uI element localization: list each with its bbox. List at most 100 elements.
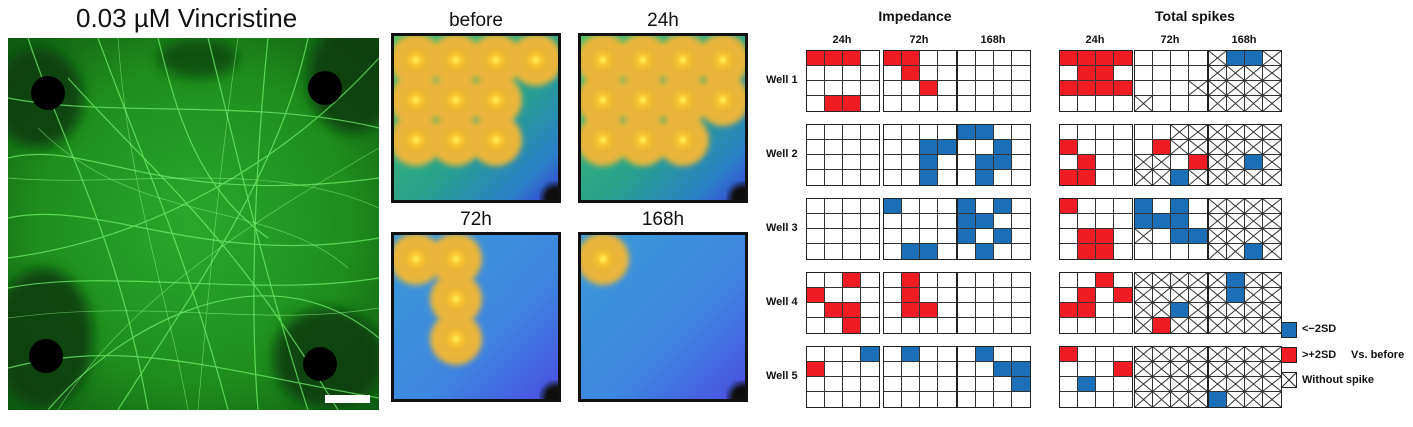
- electrode-cell-decrease: [976, 347, 994, 362]
- electrode-cell-no-spike: [1227, 96, 1245, 111]
- electrode-cell: [958, 362, 976, 377]
- electrode-cell-no-spike: [1135, 96, 1153, 111]
- electrode-cell: [1096, 96, 1114, 111]
- cross-icon: [1245, 125, 1262, 139]
- electrode-cell-no-spike: [1189, 392, 1207, 407]
- cross-icon: [1153, 303, 1170, 317]
- electrode-cell: [825, 288, 843, 303]
- electrode-cell: [920, 318, 938, 333]
- electrode-cell-no-spike: [1245, 125, 1263, 140]
- electrode-cell: [938, 81, 956, 96]
- electrode-cell: [938, 318, 956, 333]
- electrode-cell: [1060, 66, 1078, 81]
- spikes-section-title: Total spikes: [1155, 8, 1235, 24]
- heatmap-label: 24h: [647, 10, 679, 31]
- spikes-electrode-grid: [1059, 346, 1133, 408]
- electrode-cell-increase: [884, 51, 902, 66]
- electrode-cell-increase: [825, 96, 843, 111]
- cross-icon: [1227, 140, 1244, 154]
- electrode-cell: [861, 244, 879, 259]
- electrode-cell: [1135, 51, 1153, 66]
- cross-icon: [1209, 303, 1226, 317]
- electrode-cell: [920, 214, 938, 229]
- electrode-cell: [958, 51, 976, 66]
- heatmap-panel: [578, 232, 748, 402]
- heatmap-peak-core: [707, 84, 739, 116]
- electrode-cell-no-spike: [1245, 229, 1263, 244]
- cross-icon: [1263, 199, 1281, 213]
- electrode-cell-no-spike: [1189, 377, 1207, 392]
- electrode-cell: [1153, 229, 1171, 244]
- impedance-electrode-grid: [806, 198, 880, 260]
- electrode-cell: [1060, 362, 1078, 377]
- electrode-cell-decrease: [1078, 377, 1096, 392]
- electrode-cell: [920, 229, 938, 244]
- electrode-cell-increase: [807, 288, 825, 303]
- electrode-cell: [1012, 229, 1030, 244]
- cross-icon: [1263, 377, 1281, 391]
- cross-icon: [1209, 155, 1226, 169]
- cross-icon: [1263, 273, 1281, 287]
- heatmap-peak-core: [667, 124, 699, 156]
- electrode-cell: [1078, 214, 1096, 229]
- electrode-cell-no-spike: [1209, 96, 1227, 111]
- electrode-cell-no-spike: [1227, 318, 1245, 333]
- electrode-cell-decrease: [976, 125, 994, 140]
- electrode-cell: [976, 392, 994, 407]
- electrode-cell: [1012, 155, 1030, 170]
- electrode-cell: [976, 377, 994, 392]
- electrode-cell: [902, 81, 920, 96]
- electrode-cell: [976, 81, 994, 96]
- electrode-cell-decrease: [994, 155, 1012, 170]
- cross-icon: [1135, 96, 1152, 111]
- heatmap-peak-core: [440, 283, 472, 315]
- heatmap-peak-core: [587, 243, 619, 275]
- cross-icon: [1209, 96, 1226, 111]
- electrode-cell-no-spike: [1245, 392, 1263, 407]
- electrode-cell-increase: [843, 273, 861, 288]
- electrode-cell: [825, 125, 843, 140]
- electrode-cell-no-spike: [1209, 347, 1227, 362]
- electrode-cell-no-spike: [1171, 125, 1189, 140]
- electrode-cell-decrease: [1245, 51, 1263, 66]
- cross-icon: [1245, 81, 1262, 95]
- electrode-cell-no-spike: [1135, 392, 1153, 407]
- electrode-cell-no-spike: [1153, 362, 1171, 377]
- electrode-cell: [884, 273, 902, 288]
- electrode-cell-no-spike: [1171, 347, 1189, 362]
- electrode-cell: [994, 96, 1012, 111]
- cross-icon: [1153, 155, 1170, 169]
- electrode-cell: [902, 229, 920, 244]
- cross-icon: [1209, 273, 1226, 287]
- electrode-cell: [920, 51, 938, 66]
- impedance-electrode-grid: [957, 198, 1031, 260]
- electrode-cell: [938, 303, 956, 318]
- electrode-cell: [861, 392, 879, 407]
- electrode-cell-increase: [843, 51, 861, 66]
- electrode-cell: [1135, 244, 1153, 259]
- cross-icon: [1189, 125, 1207, 139]
- electrode-cell: [1012, 96, 1030, 111]
- electrode-cell: [902, 125, 920, 140]
- cross-icon: [1135, 347, 1152, 361]
- electrode-cell: [994, 273, 1012, 288]
- electrode-cell: [861, 318, 879, 333]
- cross-icon: [1209, 140, 1226, 154]
- electrode-cell-no-spike: [1263, 155, 1281, 170]
- electrode-cell-no-spike: [1245, 170, 1263, 185]
- electrode-cell-no-spike: [1153, 392, 1171, 407]
- electrode-cell-decrease: [1245, 155, 1263, 170]
- electrode-cell: [861, 155, 879, 170]
- electrode-cell-increase: [807, 362, 825, 377]
- cross-icon: [1263, 81, 1281, 95]
- cross-icon: [1209, 377, 1226, 391]
- electrode-cell: [884, 214, 902, 229]
- heatmap-panel: [391, 33, 561, 203]
- cross-icon: [1227, 170, 1244, 185]
- heatmap-peak-core: [440, 44, 472, 76]
- electrode-cell: [1114, 244, 1132, 259]
- time-column-label: 168h: [980, 34, 1006, 46]
- electrode-cell-increase: [1060, 199, 1078, 214]
- electrode-cell: [1078, 199, 1096, 214]
- electrode-cell-decrease: [976, 170, 994, 185]
